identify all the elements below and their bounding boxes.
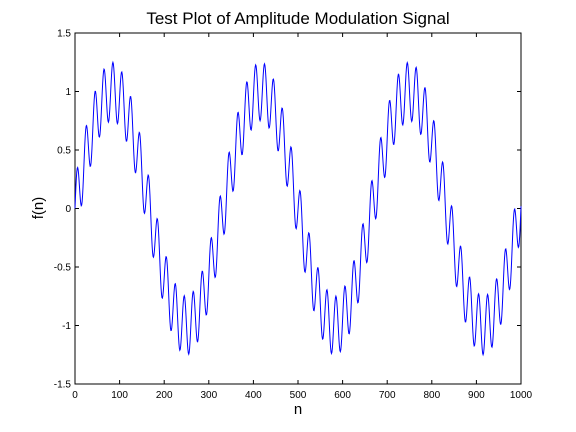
y-tick-label: 0 <box>65 204 71 215</box>
ticks <box>74 32 522 385</box>
y-tick-label: 0.5 <box>57 146 71 157</box>
y-tick-label: 1.5 <box>57 29 71 40</box>
x-tick-label: 800 <box>423 390 440 401</box>
y-tick-label: -1.5 <box>54 380 72 391</box>
chart-title: Test Plot of Amplitude Modulation Signal <box>146 9 449 28</box>
y-tick-label: -1 <box>62 321 71 332</box>
x-tick-label: 600 <box>334 390 351 401</box>
x-tick-label: 100 <box>111 390 128 401</box>
x-tick-label: 400 <box>245 390 262 401</box>
x-tick-label: 500 <box>290 390 307 401</box>
x-tick-label: 300 <box>200 390 217 401</box>
x-axis-label: n <box>294 401 302 418</box>
x-tick-label: 700 <box>379 390 396 401</box>
x-tick-label: 900 <box>468 390 485 401</box>
y-tick-label: -0.5 <box>54 263 72 274</box>
x-tick-label: 0 <box>72 390 78 401</box>
x-tick-label: 1000 <box>510 390 533 401</box>
y-axis-label: f(n) <box>30 197 47 220</box>
series-line <box>74 60 522 357</box>
x-tick-label: 200 <box>156 390 173 401</box>
y-tick-label: 1 <box>65 87 71 98</box>
tick-labels: 0 100 200 300 400 500 600 700 800 900 1000 -1.5 -1 -0… <box>54 29 533 402</box>
